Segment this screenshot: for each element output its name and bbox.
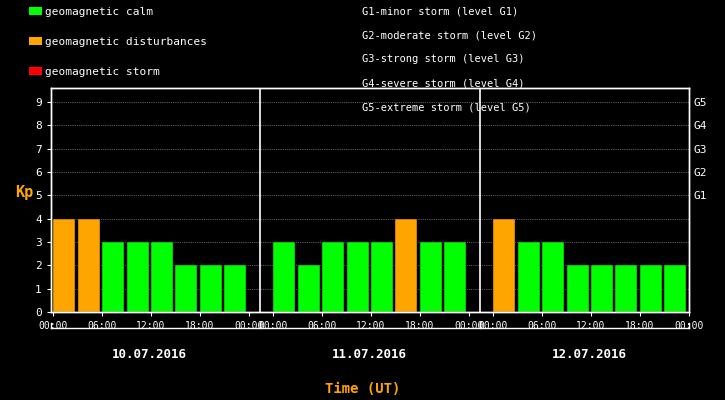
Text: geomagnetic calm: geomagnetic calm (45, 7, 153, 17)
Bar (591, 265, 613, 312)
Bar (640, 265, 662, 312)
Text: G4-severe storm (level G4): G4-severe storm (level G4) (362, 78, 525, 88)
Text: 11.07.2016: 11.07.2016 (332, 348, 407, 361)
Bar (200, 265, 222, 312)
Text: 12.07.2016: 12.07.2016 (552, 348, 627, 361)
Y-axis label: Kp: Kp (14, 185, 33, 200)
Bar (127, 242, 149, 312)
Bar (298, 265, 320, 312)
Bar (347, 242, 368, 312)
Text: G2-moderate storm (level G2): G2-moderate storm (level G2) (362, 30, 537, 40)
Bar (78, 219, 99, 312)
Bar (493, 219, 515, 312)
Bar (151, 242, 173, 312)
Bar (53, 219, 75, 312)
Bar (542, 242, 564, 312)
Bar (395, 219, 418, 312)
Text: G5-extreme storm (level G5): G5-extreme storm (level G5) (362, 102, 531, 112)
Bar (566, 265, 589, 312)
Text: G3-strong storm (level G3): G3-strong storm (level G3) (362, 54, 525, 64)
Bar (420, 242, 442, 312)
Bar (224, 265, 247, 312)
Text: geomagnetic storm: geomagnetic storm (45, 67, 160, 77)
Bar (175, 265, 197, 312)
Bar (616, 265, 637, 312)
Text: geomagnetic disturbances: geomagnetic disturbances (45, 37, 207, 47)
Bar (102, 242, 124, 312)
Bar (444, 242, 466, 312)
Bar (518, 242, 539, 312)
Text: Time (UT): Time (UT) (325, 382, 400, 396)
Text: G1-minor storm (level G1): G1-minor storm (level G1) (362, 6, 519, 16)
Bar (664, 265, 687, 312)
Bar (371, 242, 393, 312)
Bar (273, 242, 295, 312)
Text: 10.07.2016: 10.07.2016 (112, 348, 187, 361)
Bar (322, 242, 344, 312)
